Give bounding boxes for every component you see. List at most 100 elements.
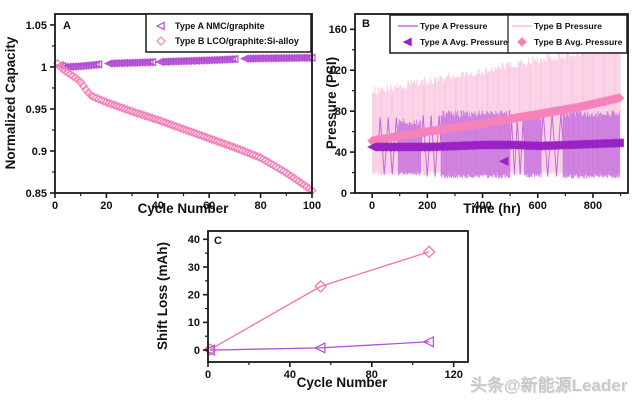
watermark: 头条@新能源Leader xyxy=(470,376,628,395)
x-axis-title: Cycle Number xyxy=(297,375,389,390)
data-marker xyxy=(422,245,436,259)
data-marker xyxy=(171,121,181,132)
data-marker xyxy=(203,344,215,356)
data-marker xyxy=(130,107,140,117)
y-tick-label: 0 xyxy=(194,345,200,357)
data-marker xyxy=(235,144,245,155)
data-marker xyxy=(214,137,225,147)
data-marker xyxy=(314,280,327,293)
data-marker xyxy=(76,77,86,87)
data-marker xyxy=(158,117,168,127)
series-type-a-avg-outlier xyxy=(499,156,509,166)
data-marker xyxy=(237,145,248,156)
data-marker xyxy=(166,119,176,130)
data-marker xyxy=(117,103,127,113)
legend-label: Type B LCO/graphite:Si-alloy xyxy=(175,36,299,46)
data-marker xyxy=(181,125,191,135)
data-marker xyxy=(204,133,214,144)
data-marker xyxy=(124,105,135,116)
data-marker xyxy=(266,159,276,169)
y-tick-label: 0 xyxy=(341,188,347,200)
data-marker xyxy=(104,98,114,108)
x-axis-title: Time (hr) xyxy=(463,201,521,216)
data-marker xyxy=(614,138,624,148)
data-marker xyxy=(268,160,279,170)
data-marker xyxy=(232,143,243,154)
data-marker xyxy=(261,156,271,166)
data-marker xyxy=(227,142,237,152)
panel-b-pressure-chart: 0 200 400 600 800 0 40 80 120 160 Time (hr) Pressur… xyxy=(324,13,629,216)
x-tick-label: 80 xyxy=(366,369,378,381)
y-tick-label: 0.9 xyxy=(32,146,47,158)
series-type-a-nmc-graphite xyxy=(54,53,316,72)
data-marker xyxy=(263,157,273,167)
data-marker xyxy=(313,342,326,354)
data-marker xyxy=(194,130,204,140)
data-marker xyxy=(183,126,194,136)
x-tick-label: 40 xyxy=(152,200,164,212)
data-marker xyxy=(240,147,250,157)
legend-label: Type A NMC/graphite xyxy=(175,21,265,31)
data-marker xyxy=(137,110,148,120)
legend-swatch-diamond xyxy=(517,37,527,47)
data-marker xyxy=(189,128,199,138)
data-marker xyxy=(255,153,266,163)
data-marker xyxy=(160,118,171,128)
series-type-a-nmc-graphite-shift-loss xyxy=(203,335,434,356)
data-marker xyxy=(109,100,119,110)
y-tick-label: 80 xyxy=(335,106,347,118)
legend-label: Type A Avg. Pressure xyxy=(420,37,508,47)
legend-label: Type B Pressure xyxy=(534,21,602,31)
series-line xyxy=(209,251,430,351)
x-tick-label: 60 xyxy=(203,200,215,212)
data-marker xyxy=(168,120,178,131)
data-marker xyxy=(273,163,284,173)
data-marker xyxy=(225,141,235,151)
data-marker xyxy=(176,123,186,133)
panel-letter-c: C xyxy=(214,235,222,247)
pressure-spike xyxy=(420,115,442,177)
data-marker xyxy=(250,151,261,161)
data-marker xyxy=(94,94,104,104)
y-tick-label: 0.95 xyxy=(26,104,47,116)
y-tick-label: 40 xyxy=(335,147,347,159)
y-tick-label: 30 xyxy=(188,262,200,274)
x-tick-label: 0 xyxy=(52,200,58,212)
data-marker xyxy=(155,116,166,126)
x-axis-title: Cycle Number xyxy=(138,201,230,216)
panel-letter-a: A xyxy=(63,20,71,32)
y-axis-title: Pressure (PSI) xyxy=(324,57,339,149)
x-tick-label: 0 xyxy=(369,200,375,212)
data-marker xyxy=(201,132,212,143)
x-tick-label: 100 xyxy=(303,200,321,212)
data-marker xyxy=(230,142,240,153)
data-marker xyxy=(209,135,219,145)
legend-box xyxy=(145,13,312,53)
data-marker xyxy=(142,111,153,122)
data-marker xyxy=(132,108,142,118)
data-marker xyxy=(140,111,150,121)
y-tick-label: 160 xyxy=(329,24,347,36)
data-marker xyxy=(119,104,130,114)
data-marker xyxy=(106,99,117,109)
data-marker xyxy=(147,57,157,67)
data-marker xyxy=(245,149,255,159)
legend-label: Type B Avg. Pressure xyxy=(534,37,623,47)
x-tick-label: 20 xyxy=(100,200,112,212)
data-marker xyxy=(144,57,154,67)
data-marker xyxy=(279,166,289,176)
x-tick-label: 800 xyxy=(584,200,602,212)
data-marker xyxy=(253,152,263,162)
data-marker xyxy=(203,343,217,356)
x-tick-label: 0 xyxy=(205,369,211,381)
y-tick-label: 1.05 xyxy=(26,20,47,32)
data-marker xyxy=(229,54,239,64)
data-marker xyxy=(212,136,222,146)
legend-swatch-diamond xyxy=(156,36,166,46)
data-marker xyxy=(101,97,112,107)
series-type-b-lco-graphite-si-alloy xyxy=(52,58,317,196)
legend-label: Type A Pressure xyxy=(420,21,487,31)
legend-swatch-triangle-left xyxy=(402,37,412,47)
x-tick-label: 120 xyxy=(444,369,462,381)
